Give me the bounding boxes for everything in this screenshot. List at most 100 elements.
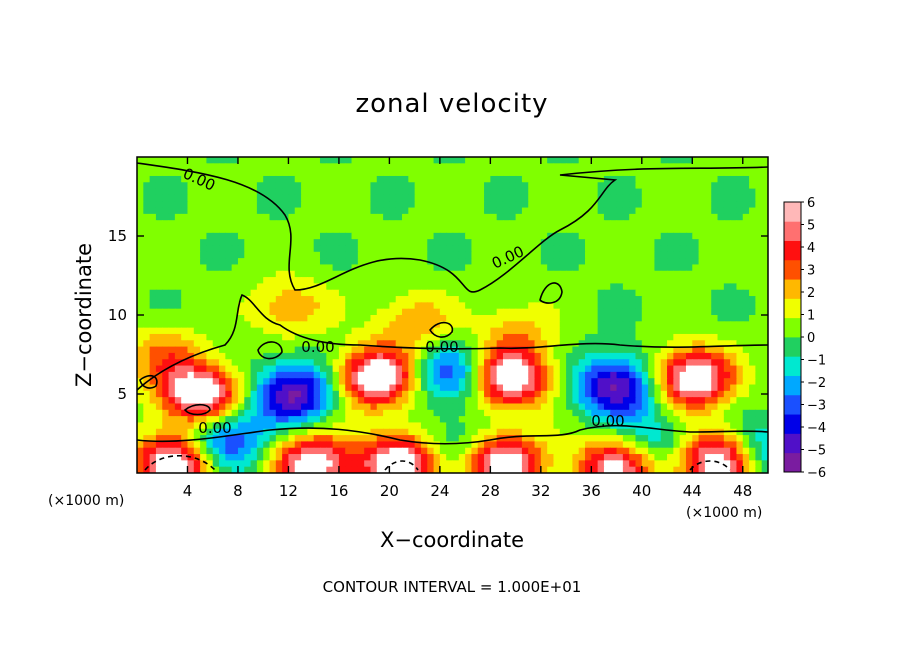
field-cell (471, 157, 479, 164)
field-cell (206, 296, 214, 303)
field-cell (187, 245, 195, 253)
field-cell (490, 447, 498, 455)
field-cell (711, 188, 719, 196)
field-cell (319, 157, 327, 164)
field-cell (648, 333, 656, 341)
field-cell (187, 251, 195, 259)
field-cell (225, 365, 233, 373)
field-cell (521, 270, 529, 278)
field-cell (673, 188, 681, 196)
field-cell (711, 466, 719, 473)
field-cell (723, 340, 731, 348)
field-cell (433, 163, 441, 171)
field-cell (187, 188, 195, 196)
field-cell (673, 163, 681, 171)
field-cell (484, 466, 491, 473)
field-cell (484, 416, 491, 424)
field-cell (465, 169, 473, 177)
field-cell (256, 321, 264, 329)
field-cell (603, 390, 611, 398)
field-cell (610, 416, 618, 424)
field-cell (137, 258, 144, 266)
field-cell (534, 220, 542, 228)
field-cell (402, 409, 409, 417)
field-cell (578, 245, 586, 253)
field-cell (465, 365, 473, 373)
field-cell (439, 289, 447, 297)
field-cell (704, 194, 712, 202)
field-cell (477, 346, 485, 354)
field-cell (143, 251, 151, 259)
field-cell (465, 359, 473, 367)
field-cell (591, 194, 599, 202)
field-cell (168, 460, 176, 468)
field-cell (225, 289, 233, 297)
field-cell (370, 251, 378, 259)
field-cell (269, 460, 277, 468)
field-cell (288, 321, 296, 329)
field-cell (534, 365, 542, 373)
field-cell (616, 346, 624, 354)
field-cell (427, 232, 435, 240)
field-cell (515, 264, 523, 272)
field-cell (219, 245, 226, 253)
field-cell (698, 333, 706, 341)
field-cell (389, 283, 397, 291)
field-cell (641, 264, 649, 272)
field-cell (288, 352, 296, 360)
field-cell (181, 245, 189, 253)
field-cell (269, 454, 277, 461)
field-cell (168, 447, 176, 455)
field-cell (420, 157, 428, 164)
field-cell (162, 220, 170, 228)
field-cell (408, 352, 416, 360)
field-cell (338, 397, 346, 405)
field-cell (351, 466, 359, 473)
field-cell (294, 340, 302, 348)
field-cell (237, 403, 245, 411)
field-cell (364, 188, 372, 196)
field-cell (345, 264, 353, 272)
field-cell (187, 441, 195, 449)
field-cell (585, 441, 592, 449)
field-cell (566, 270, 573, 278)
field-cell (704, 220, 712, 228)
field-cell (313, 422, 321, 430)
field-cell (237, 321, 245, 329)
field-cell (578, 270, 586, 278)
field-cell (244, 163, 252, 171)
field-cell (402, 416, 409, 424)
field-cell (521, 245, 529, 253)
field-cell (282, 371, 290, 379)
field-cell (509, 277, 517, 284)
field-cell (723, 289, 731, 297)
field-cell (376, 416, 384, 424)
field-cell (231, 371, 239, 379)
field-cell (749, 416, 756, 424)
field-cell (553, 321, 561, 329)
field-cell (345, 169, 353, 177)
field-cell (137, 454, 144, 461)
field-cell (219, 226, 226, 234)
field-cell (566, 308, 573, 316)
field-cell (566, 245, 573, 253)
field-cell (439, 182, 447, 190)
field-cell (471, 441, 479, 449)
field-cell (597, 194, 605, 202)
field-cell (219, 466, 226, 473)
field-cell (654, 390, 662, 398)
field-cell (301, 346, 308, 354)
field-cell (635, 428, 643, 436)
field-cell (206, 157, 214, 164)
field-cell (692, 220, 700, 228)
field-cell (244, 340, 252, 348)
field-cell (408, 397, 416, 405)
field-cell (383, 359, 390, 367)
field-cell (231, 220, 239, 228)
field-cell (471, 201, 479, 209)
field-cell (610, 333, 618, 341)
field-cell (206, 428, 214, 436)
field-cell (288, 201, 296, 209)
field-cell (509, 384, 517, 392)
field-cell (168, 466, 176, 473)
